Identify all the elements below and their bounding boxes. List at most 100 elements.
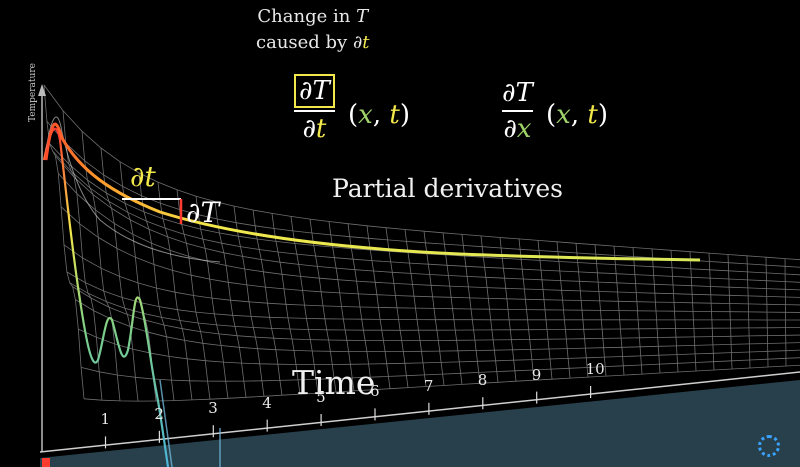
args-x: x	[556, 100, 571, 130]
mesh-col-23	[480, 235, 499, 383]
mesh-col-27	[556, 241, 571, 379]
mesh-row-2	[49, 143, 800, 276]
time-tick-2: 2	[154, 404, 164, 423]
floor-trace-1	[159, 379, 173, 467]
partial-x-fraction: ∂T ∂x	[502, 78, 533, 144]
args-x: x	[358, 100, 373, 130]
mesh-col-28	[575, 243, 589, 378]
x-profile-back	[45, 116, 221, 263]
mesh-row-0	[43, 84, 800, 261]
annotation-line2-var: t	[362, 32, 370, 53]
partial-t-den-var: t	[315, 114, 327, 144]
args-comma: ,	[372, 100, 390, 130]
mesh-col-20	[423, 231, 445, 386]
mesh-col-32	[651, 248, 661, 374]
partial-t-fraction: ∂T ∂t	[294, 74, 335, 144]
time-tick-10: 10	[585, 360, 605, 378]
time-profile-curve	[44, 122, 701, 262]
mesh-col-8	[195, 196, 229, 399]
mesh-col-4	[119, 161, 157, 402]
time-tick-3: 3	[208, 399, 218, 418]
mesh-col-37	[746, 255, 751, 369]
mesh-col-15	[328, 221, 355, 391]
temperature-surface-mesh	[43, 84, 800, 402]
x-profile-curve	[42, 127, 170, 467]
time-axis-label: Time	[292, 363, 376, 402]
mesh-col-5	[138, 172, 175, 401]
time-tick-7: 7	[423, 376, 434, 395]
partial-t-numerator: ∂T	[294, 74, 335, 108]
args-t: t	[587, 100, 598, 130]
args-open: (	[348, 100, 359, 130]
mesh-col-36	[727, 254, 733, 370]
mesh-col-30	[613, 246, 625, 376]
args-comma: ,	[570, 100, 588, 130]
mesh-col-12	[271, 213, 301, 395]
origin-marker	[42, 458, 50, 467]
mesh-col-1	[62, 110, 103, 401]
partial-t-args: (x, t)	[348, 100, 410, 130]
time-tick-5: 5	[316, 388, 326, 406]
mesh-col-35	[708, 253, 715, 371]
time-tick-6: 6	[370, 382, 380, 401]
mesh-col-0	[43, 84, 85, 399]
time-axis	[39, 371, 800, 453]
mesh-row-8	[66, 271, 800, 321]
mesh-col-14	[309, 219, 337, 393]
mesh-col-18	[385, 227, 409, 388]
floor-plane	[40, 380, 800, 467]
mesh-col-7	[176, 189, 211, 400]
mesh-col-34	[689, 251, 697, 372]
mesh-col-13	[290, 216, 319, 394]
time-tick-1: 1	[100, 410, 111, 429]
loading-spinner-icon	[758, 435, 780, 457]
partial-x-den-var: x	[516, 114, 532, 144]
dt-label: ∂t	[130, 160, 156, 193]
mesh-col-10	[233, 206, 265, 397]
args-open: (	[546, 100, 557, 130]
mesh-row-10	[72, 286, 800, 341]
args-close: )	[399, 100, 410, 130]
mesh-col-21	[442, 232, 463, 385]
time-tick-8: 8	[477, 371, 488, 390]
time-tick-marks	[104, 386, 592, 449]
partial-x-numerator: ∂T	[502, 78, 533, 108]
partial-t-den-partial: ∂	[302, 114, 316, 144]
partial-x-args: (x, t)	[546, 100, 608, 130]
annotation-line2-prefix: caused by	[256, 32, 353, 53]
mesh-row-11	[75, 299, 800, 352]
mesh-col-38	[765, 257, 769, 368]
mesh-col-26	[537, 240, 553, 380]
mesh-col-29	[594, 244, 607, 377]
mesh-col-3	[100, 147, 139, 402]
partial-derivatives-label: Partial derivatives	[332, 174, 564, 203]
temperature-axis-arrow	[38, 84, 46, 96]
args-t: t	[389, 100, 400, 130]
mesh-col-2	[81, 131, 121, 401]
mesh-col-24	[499, 237, 517, 382]
annotation-line1-var: T	[356, 6, 369, 27]
mesh-col-31	[632, 247, 643, 375]
mesh-col-17	[366, 225, 391, 389]
dT-label: ∂T	[186, 196, 220, 229]
mesh-col-22	[461, 234, 481, 384]
change-annotation: Change in T caused by ∂t	[256, 4, 370, 56]
time-tick-9: 9	[531, 365, 542, 384]
mesh-col-25	[518, 238, 535, 381]
fraction-bar	[294, 110, 335, 112]
partial-x-den-partial: ∂	[503, 114, 517, 144]
mesh-col-39	[784, 258, 787, 367]
mesh-col-11	[252, 209, 283, 396]
mesh-col-19	[404, 229, 427, 387]
mesh-col-16	[347, 223, 373, 390]
mesh-col-9	[214, 201, 247, 398]
mesh-row-9	[69, 282, 800, 331]
fraction-bar	[502, 110, 533, 112]
args-close: )	[597, 100, 608, 130]
mesh-col-6	[157, 182, 193, 400]
temperature-axis-label: Temperature	[28, 63, 38, 122]
mesh-row-3	[52, 150, 800, 283]
mesh-col-33	[670, 250, 679, 373]
annotation-line2-partial: ∂	[352, 32, 363, 53]
